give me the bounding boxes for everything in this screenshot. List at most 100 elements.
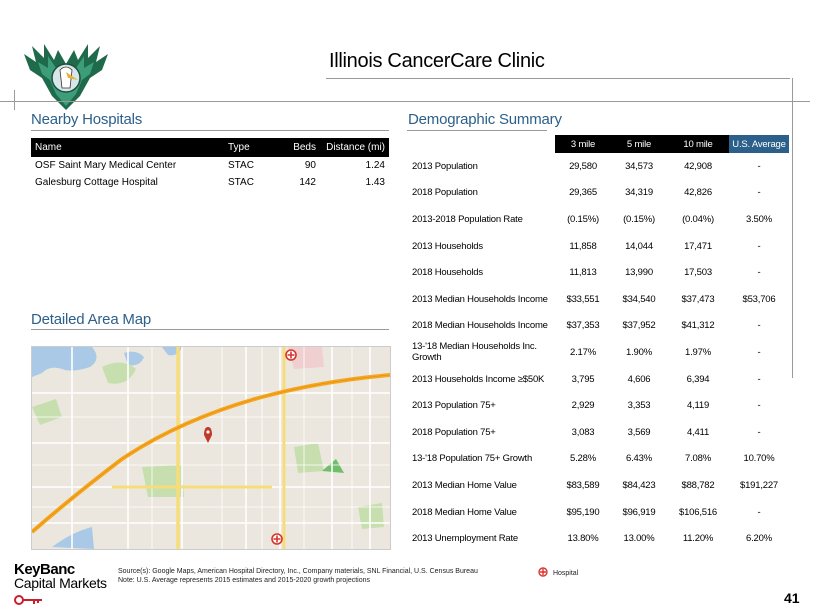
- header-spacer: [407, 135, 555, 153]
- cell-value: $34,540: [622, 293, 656, 305]
- cell-value: (0.15%): [623, 213, 655, 225]
- col-header-name: Name: [31, 138, 224, 157]
- cell-value: -: [757, 187, 761, 199]
- demographic-heading-rule: [407, 130, 547, 131]
- col-header-3mile: 3 mile: [555, 135, 611, 153]
- table-row: OSF Saint Mary Medical Center STAC 90 1.…: [31, 157, 389, 174]
- hospital-distance: 1.43: [365, 177, 385, 188]
- cell-value: 29,365: [569, 187, 597, 199]
- row-label: 2013 Median Households Income: [412, 293, 548, 305]
- cell-value: 13.00%: [623, 533, 655, 545]
- title-underline: [326, 78, 790, 79]
- cell-value: 3,569: [627, 426, 651, 438]
- cell-value: -: [757, 320, 761, 332]
- cell-value: 13,990: [625, 267, 653, 279]
- row-label: 2013-2018 Population Rate: [412, 213, 523, 225]
- page-number: 41: [784, 590, 800, 606]
- nearby-hospitals-heading: Nearby Hospitals: [31, 111, 143, 128]
- table-row: 2013 Unemployment Rate 13.80% 13.00% 11.20%…: [407, 525, 789, 552]
- table-header-row: Name Type Beds Distance (mi): [31, 138, 389, 157]
- cell-value: $95,190: [566, 506, 600, 518]
- demographic-summary-heading: Demographic Summary: [408, 111, 562, 128]
- table-row: 2013 Households 11,858 14,044 17,471 -: [407, 233, 789, 260]
- cell-value: 2.17%: [570, 346, 596, 358]
- table-row: 2013 Population 29,580 34,573 42,908 -: [407, 153, 789, 180]
- cell-value: $83,589: [566, 479, 600, 491]
- cell-value: 10.70%: [743, 453, 775, 465]
- hospital-marker-icon: [538, 567, 548, 577]
- hospital-name: OSF Saint Mary Medical Center: [35, 160, 177, 171]
- cell-value: $84,423: [622, 479, 656, 491]
- row-label: 13-'18 Median Households Inc. Growth: [412, 341, 537, 364]
- cell-value: 7.08%: [685, 453, 711, 465]
- cell-value: -: [757, 160, 761, 172]
- cell-value: 1.90%: [626, 346, 652, 358]
- cell-value: 1.97%: [685, 346, 711, 358]
- cell-value: 5.28%: [570, 453, 596, 465]
- footer-note: Note: U.S. Average represents 2015 estim…: [118, 577, 371, 584]
- cell-value: 2,929: [571, 400, 595, 412]
- brand-name: KeyBanc: [14, 561, 75, 578]
- cell-value: 11,813: [569, 267, 597, 279]
- cell-value: $33,551: [566, 293, 600, 305]
- footer-notes: Source(s): Google Maps, American Hospita…: [118, 567, 478, 585]
- cell-value: $53,706: [742, 293, 776, 305]
- row-label: 2018 Median Home Value: [412, 506, 517, 518]
- cell-value: 6,394: [686, 373, 710, 385]
- row-label: 2013 Households Income ≥$50K: [412, 373, 545, 385]
- table-header-row: 3 mile 5 mile 10 mile U.S. Average: [407, 135, 789, 153]
- table-row: 2013-2018 Population Rate (0.15%) (0.15%) (…: [407, 206, 789, 233]
- cell-value: 42,908: [684, 160, 712, 172]
- nearby-hospitals-table: Name Type Beds Distance (mi) OSF Saint M…: [31, 138, 389, 191]
- cell-value: -: [757, 400, 761, 412]
- row-label: 2013 Median Home Value: [412, 479, 517, 491]
- table-row: 2018 Population 29,365 34,319 42,826 -: [407, 180, 789, 207]
- table-row: Galesburg Cottage Hospital STAC 142 1.43: [31, 174, 389, 191]
- cell-value: $41,312: [681, 320, 715, 332]
- cell-value: 34,319: [625, 187, 653, 199]
- cell-value: -: [757, 346, 761, 358]
- hospital-beds: 142: [299, 177, 316, 188]
- col-header-5mile: 5 mile: [611, 135, 667, 153]
- key-icon: [14, 592, 44, 610]
- cell-value: -: [757, 240, 761, 252]
- cell-value: $191,227: [739, 479, 779, 491]
- row-label: 2013 Population 75+: [412, 400, 496, 412]
- right-rule: [792, 78, 793, 378]
- page-title: Illinois CancerCare Clinic: [329, 50, 545, 72]
- cell-value: 3,083: [571, 426, 595, 438]
- cell-value: $96,919: [622, 506, 656, 518]
- col-header-10mile: 10 mile: [667, 135, 729, 153]
- hospital-beds: 90: [304, 160, 316, 171]
- row-label: 2013 Households: [412, 240, 483, 252]
- area-map[interactable]: [31, 346, 391, 550]
- brand-tagline: Capital Markets: [14, 575, 107, 591]
- header-rule: [0, 101, 810, 102]
- header-rule-tick: [14, 90, 15, 110]
- company-logo-icon: [22, 40, 110, 112]
- col-header-type: Type: [224, 138, 272, 157]
- cell-value: 6.43%: [626, 453, 652, 465]
- cell-value: 11,858: [569, 240, 597, 252]
- demographic-summary-table: 3 mile 5 mile 10 mile U.S. Average 2013 …: [407, 135, 789, 552]
- site-pin-icon: [204, 427, 212, 443]
- area-map-heading: Detailed Area Map: [31, 311, 152, 328]
- cell-value: $37,952: [622, 320, 656, 332]
- cell-value: 17,471: [684, 240, 712, 252]
- table-row: 2018 Population 75+ 3,083 3,569 4,411 -: [407, 419, 789, 446]
- nearby-heading-rule: [31, 130, 389, 131]
- cell-value: 6.20%: [746, 533, 772, 545]
- cell-value: 3.50%: [746, 213, 772, 225]
- col-header-beds: Beds: [272, 138, 320, 157]
- col-header-distance: Distance (mi): [320, 138, 389, 157]
- footer-source: Source(s): Google Maps, American Hospita…: [118, 568, 478, 575]
- row-label: 2013 Unemployment Rate: [412, 533, 518, 545]
- cell-value: 17,503: [684, 267, 712, 279]
- table-row: 2013 Households Income ≥$50K 3,795 4,606 6,…: [407, 366, 789, 393]
- cell-value: -: [757, 267, 761, 279]
- map-legend: Hospital: [538, 567, 578, 577]
- row-label: 2018 Households: [412, 267, 483, 279]
- hospital-name: Galesburg Cottage Hospital: [35, 177, 158, 188]
- map-graphic: [32, 347, 390, 549]
- hospital-marker-icon: [285, 349, 297, 361]
